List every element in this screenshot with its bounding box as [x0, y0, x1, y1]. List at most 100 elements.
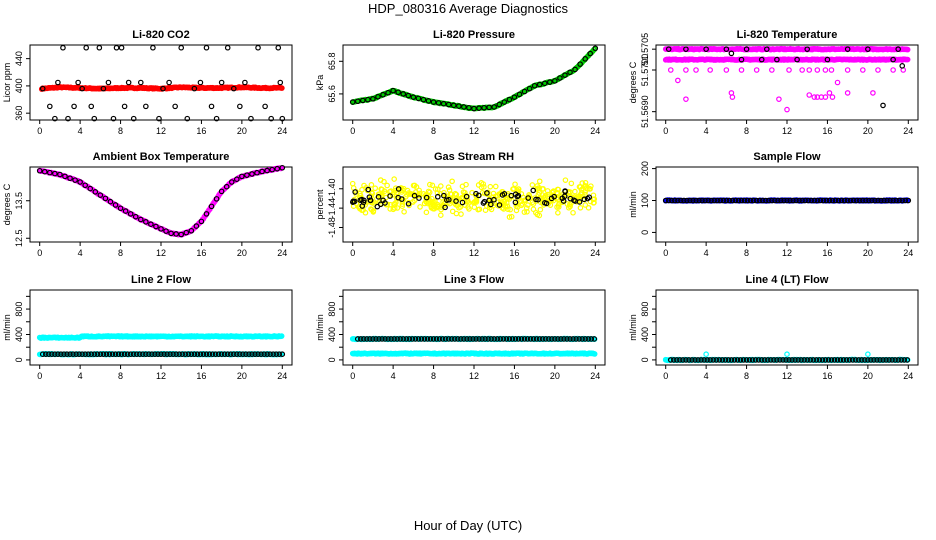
- data-point: [424, 336, 431, 342]
- x-tick-label: 0: [350, 126, 355, 136]
- data-point: [707, 67, 713, 73]
- data-point: [152, 351, 158, 357]
- data-point: [55, 351, 61, 357]
- data-point: [463, 193, 470, 200]
- data-point: [279, 85, 285, 91]
- data-point: [121, 103, 128, 110]
- data-point: [459, 199, 466, 206]
- data-point: [105, 79, 112, 86]
- y-tick-label: 360: [14, 106, 24, 121]
- x-tick-label: 8: [431, 248, 436, 258]
- data-point: [513, 207, 520, 214]
- x-tick-label: 24: [903, 371, 913, 381]
- chart-title: Sample Flow: [753, 151, 821, 163]
- data-point: [763, 46, 770, 52]
- x-tick-label: 0: [350, 248, 355, 258]
- data-point: [400, 91, 407, 97]
- data-point: [385, 336, 391, 342]
- data-point: [506, 96, 513, 103]
- data-point: [370, 96, 376, 102]
- series-scatter_low: [675, 77, 876, 113]
- data-point: [106, 351, 113, 357]
- data-point: [449, 208, 456, 215]
- data-point: [246, 351, 252, 357]
- data-point: [708, 197, 714, 204]
- data-point: [88, 103, 95, 110]
- data-point: [221, 351, 228, 357]
- data-point: [843, 357, 850, 363]
- data-point: [420, 96, 427, 103]
- y-tick-label: 400: [327, 327, 337, 342]
- y-tick-label: 51.5705: [640, 33, 650, 66]
- data-point: [860, 67, 866, 73]
- y-tick-label: 800: [14, 302, 24, 317]
- data-point: [883, 357, 889, 363]
- data-point: [723, 197, 730, 204]
- data-point: [892, 357, 898, 363]
- x-tick-label: 12: [156, 371, 166, 381]
- data-point: [752, 357, 759, 363]
- data-point: [567, 336, 573, 342]
- data-point: [384, 182, 390, 189]
- data-point: [870, 90, 876, 96]
- x-tick-label: 8: [744, 371, 749, 381]
- data-point: [591, 336, 598, 342]
- y-tick-label: 65.6: [327, 85, 337, 103]
- data-point: [796, 197, 802, 204]
- data-point: [665, 46, 672, 52]
- y-tick-label: 440: [14, 51, 24, 66]
- data-point: [536, 178, 543, 185]
- data-point: [197, 351, 204, 357]
- data-point: [775, 197, 781, 204]
- data-point: [545, 336, 552, 342]
- data-point: [856, 197, 863, 204]
- data-point: [542, 199, 548, 206]
- data-point: [506, 336, 513, 342]
- y-axis-label: degrees C: [628, 61, 638, 103]
- data-point: [506, 214, 513, 220]
- data-point: [430, 205, 436, 212]
- data-point: [350, 198, 357, 205]
- data-point: [399, 201, 406, 207]
- data-point: [206, 351, 213, 357]
- series-average: [39, 44, 286, 122]
- data-point: [690, 197, 696, 204]
- data-point: [667, 357, 674, 363]
- y-tick-label: 51.5700: [640, 54, 650, 87]
- data-point: [582, 179, 589, 186]
- data-point: [208, 203, 215, 210]
- y-tick-label: 0: [327, 357, 337, 362]
- data-point: [568, 180, 575, 187]
- x-tick-label: 20: [863, 126, 873, 136]
- data-point: [512, 181, 518, 188]
- data-point: [728, 357, 735, 363]
- data-point: [581, 196, 588, 203]
- data-point: [582, 336, 588, 342]
- data-point: [591, 351, 598, 357]
- data-point: [717, 197, 724, 204]
- data-point: [368, 182, 375, 188]
- data-point: [270, 351, 276, 357]
- y-axis-label: percent: [315, 189, 325, 220]
- data-point: [556, 200, 562, 207]
- data-point: [729, 197, 736, 204]
- data-point: [62, 173, 68, 180]
- data-point: [103, 351, 110, 357]
- data-point: [524, 208, 530, 215]
- x-tick-label: 8: [118, 371, 123, 381]
- data-point: [899, 63, 906, 69]
- data-point: [683, 46, 689, 52]
- data-point: [127, 211, 134, 217]
- data-point: [814, 67, 821, 73]
- data-point: [515, 336, 522, 342]
- data-point: [758, 357, 765, 363]
- data-point: [693, 67, 699, 73]
- data-point: [146, 351, 152, 357]
- x-tick-label: 16: [822, 126, 832, 136]
- data-point: [824, 56, 831, 63]
- data-point: [485, 336, 491, 342]
- data-point: [536, 190, 543, 196]
- data-point: [57, 171, 63, 178]
- data-point: [537, 206, 544, 213]
- data-point: [822, 67, 829, 73]
